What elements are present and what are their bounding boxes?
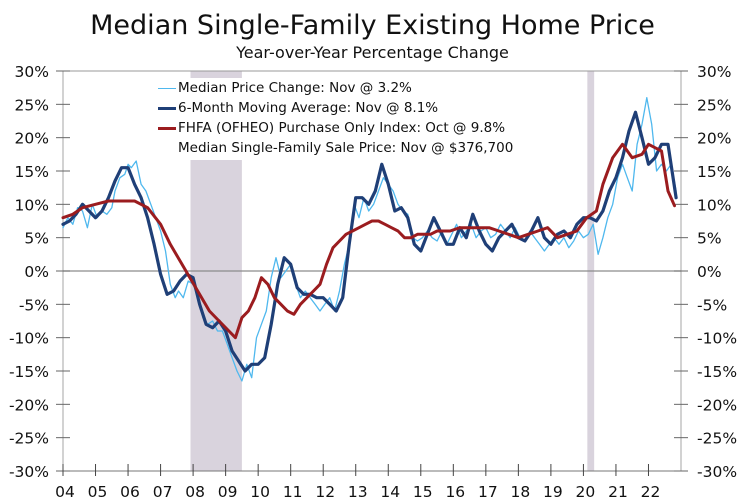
x-tick-label: 10 [250,483,270,501]
y-tick-label-right: 30% [697,63,731,81]
axes [56,70,688,476]
axis-labels: 30% 30% 25% 25% 20% 20% 15% 15% 10% 10% 5% 5% 0% 0% -5… [9,63,737,501]
legend-item-median-price-change: Median Price Change: Nov @ 3.2% [158,78,513,98]
x-tick-label: 08 [185,483,205,501]
y-tick-label-right: -20% [697,396,737,414]
legend: Median Price Change: Nov @ 3.2% 6-Month … [158,78,518,160]
y-tick-label-left: 0% [24,263,49,281]
x-tick-label: 07 [153,483,173,501]
legend-item-fhfa-index: FHFA (OFHEO) Purchase Only Index: Oct @ … [158,118,513,138]
y-tick-label-right: 20% [697,130,731,148]
y-tick-label-left: -10% [9,330,49,348]
y-tick-label-right: 5% [697,230,722,248]
y-tick-label-left: 5% [24,230,49,248]
chart-subtitle: Year-over-Year Percentage Change [236,43,509,62]
x-tick-label: 12 [315,483,335,501]
x-tick-label: 18 [511,483,531,501]
y-tick-label-left: -5% [19,296,49,314]
x-tick-label: 21 [608,483,628,501]
legend-item-median-sale-price: Median Single-Family Sale Price: Nov @ $… [158,138,513,158]
y-tick-label-right: -15% [697,363,737,381]
x-tick-label: 09 [218,483,238,501]
y-tick-label-right: 15% [697,163,731,181]
x-tick-label: 05 [88,483,108,501]
y-tick-label-right: -10% [697,330,737,348]
legend-swatch-dark-blue [158,106,176,110]
y-tick-label-left: 10% [15,196,49,214]
chart-title: Median Single-Family Existing Home Price [90,10,655,41]
y-tick-label-left: 25% [15,96,49,114]
x-tick-label: 22 [641,483,661,501]
y-tick-label-right: -25% [697,430,737,448]
y-tick-label-left: -15% [9,363,49,381]
x-tick-label: 14 [380,483,400,501]
legend-item-6-month-moving-average: 6-Month Moving Average: Nov @ 8.1% [158,98,513,118]
legend-label: Median Price Change: Nov @ 3.2% [178,80,412,96]
x-tick-label: 04 [55,483,75,501]
y-tick-label-left: -20% [9,396,49,414]
y-tick-label-left: 20% [15,130,49,148]
y-tick-label-right: 25% [697,96,731,114]
y-tick-label-left: 30% [15,63,49,81]
legend-swatch-red [158,126,176,130]
legend-swatch-light-blue [158,87,176,89]
legend-label: 6-Month Moving Average: Nov @ 8.1% [178,100,439,116]
y-tick-label-right: -5% [697,296,727,314]
x-tick-label: 13 [348,483,368,501]
x-tick-label: 11 [283,483,303,501]
legend-label: FHFA (OFHEO) Purchase Only Index: Oct @ … [178,120,506,136]
x-tick-label: 16 [445,483,465,501]
x-tick-label: 15 [413,483,433,501]
y-tick-label-left: -30% [9,463,49,481]
series-lines [61,97,678,382]
y-tick-label-right: 0% [697,263,722,281]
y-tick-label-left: -25% [9,430,49,448]
y-tick-label-right: -30% [697,463,737,481]
y-tick-label-left: 15% [15,163,49,181]
y-tick-label-right: 10% [697,196,731,214]
x-tick-label: 19 [543,483,563,501]
x-tick-label: 06 [120,483,140,501]
median-price-change-line [62,97,677,382]
x-tick-label: 17 [478,483,498,501]
x-tick-label: 20 [576,483,596,501]
legend-label: Median Single-Family Sale Price: Nov @ $… [178,140,514,156]
fhfa-index-line [61,142,676,340]
